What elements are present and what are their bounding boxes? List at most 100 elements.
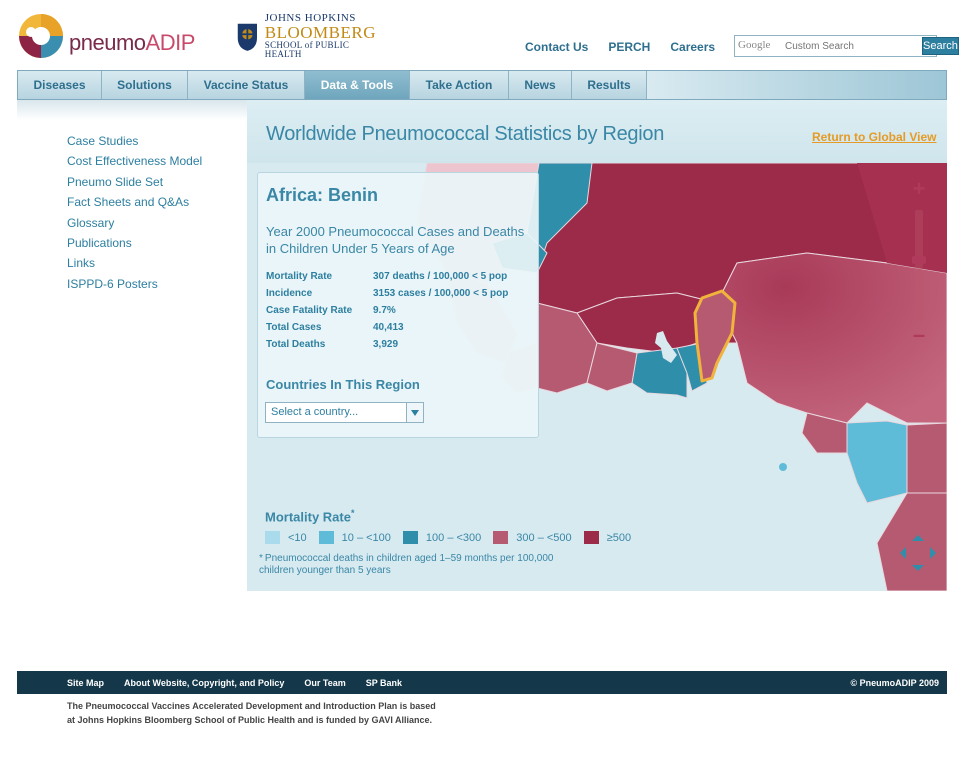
- stat-row: Incidence 3153 cases / 100,000 < 5 pop: [266, 285, 508, 302]
- tab-news[interactable]: News: [509, 71, 572, 99]
- sidebar-item-cost-effectiveness-model[interactable]: Cost Effectiveness Model: [67, 154, 203, 169]
- stat-key: Case Fatality Rate: [266, 305, 353, 316]
- legend-label: 300 – <500: [516, 531, 572, 544]
- zoom-in-icon[interactable]: +: [912, 176, 926, 201]
- island-sao-tome[interactable]: [806, 424, 814, 432]
- tab-results[interactable]: Results: [572, 71, 647, 99]
- legend-item: 100 – <300: [402, 531, 482, 544]
- search-button[interactable]: Search: [922, 37, 959, 55]
- stat-row: Total Deaths 3,929: [266, 336, 508, 353]
- tab-solutions[interactable]: Solutions: [102, 71, 188, 99]
- pan-right-icon[interactable]: [930, 547, 936, 559]
- legend-footnote: * Pneumococcal deaths in children aged 1–…: [259, 553, 554, 576]
- legend-item: <10: [265, 531, 307, 544]
- sidebar-item-isppd-6-posters[interactable]: ISPPD-6 Posters: [67, 276, 158, 291]
- legend-swatch: [318, 531, 334, 544]
- sidebar-item-links[interactable]: Links: [67, 256, 96, 271]
- tab-data-tools[interactable]: Data & Tools: [305, 71, 410, 99]
- statistics-panel: Worldwide Pneumococcal Statistics by Reg…: [247, 100, 947, 591]
- stat-key: Mortality Rate: [266, 271, 333, 282]
- sidebar-item-publications[interactable]: Publications: [67, 236, 132, 251]
- legend-label: <10: [288, 531, 307, 544]
- info-subtitle: Year 2000 Pneumococcal Cases and Deaths …: [266, 224, 525, 256]
- country-info-card: Africa: Benin Year 2000 Pneumococcal Cas…: [257, 172, 539, 438]
- sidebar-item-fact-sheets[interactable]: Fact Sheets and Q&As: [67, 195, 190, 210]
- stats-list: Mortality Rate 307 deaths / 100,000 < 5 p…: [266, 268, 508, 353]
- chevron-down-icon[interactable]: [406, 403, 423, 422]
- tab-vaccine-status[interactable]: Vaccine Status: [188, 71, 305, 99]
- nav-fill: [647, 71, 946, 99]
- top-links: Contact Us PERCH Careers: [525, 40, 715, 54]
- stat-row: Case Fatality Rate 9.7%: [266, 302, 508, 319]
- legend-item: 300 – <500: [493, 531, 572, 544]
- zoom-control: + –: [907, 176, 931, 347]
- country-liberia[interactable]: [586, 342, 638, 392]
- panel-header: [247, 100, 947, 163]
- stat-key: Incidence: [266, 288, 313, 299]
- stat-row: Total Cases 40,413: [266, 319, 508, 336]
- pan-left-icon[interactable]: [900, 547, 906, 559]
- legend-swatch: [265, 531, 280, 544]
- country-congo[interactable]: [906, 422, 947, 494]
- sidebar-item-pneumo-slide-set[interactable]: Pneumo Slide Set: [67, 174, 164, 189]
- legend-label: 10 – <100: [341, 531, 391, 544]
- site-map-link[interactable]: Site Map: [67, 677, 105, 688]
- legend-item: ≥500: [583, 531, 631, 544]
- footer-bar: Site Map About Website, Copyright, and P…: [17, 671, 947, 694]
- country-select[interactable]: Select a country...: [265, 402, 424, 423]
- country-benin-selected[interactable]: [693, 289, 737, 383]
- our-team-link[interactable]: Our Team: [304, 677, 346, 688]
- jhu-bloomberg-logo[interactable]: JOHNS HOPKINS BLOOMBERG SCHOOL of PUBLIC…: [236, 13, 376, 59]
- sidebar: Case Studies Cost Effectiveness Model Pn…: [67, 131, 202, 294]
- about-website-link[interactable]: About Website, Copyright, and Policy: [124, 677, 285, 688]
- pan-up-icon[interactable]: [912, 535, 924, 541]
- stat-value: 3153 cases / 100,000 < 5 pop: [373, 288, 509, 299]
- jhu-text: JOHNS HOPKINS BLOOMBERG SCHOOL of PUBLIC…: [265, 13, 376, 59]
- pneumoadip-logo[interactable]: pneumoADIP: [17, 10, 217, 62]
- jhu-seal-icon: [237, 23, 258, 51]
- stat-row: Mortality Rate 307 deaths / 100,000 < 5 p…: [266, 268, 508, 285]
- pan-control: [900, 535, 936, 571]
- pneumoadip-logo-icon: [19, 14, 63, 58]
- legend-label: 100 – <300: [425, 531, 482, 544]
- country-drc[interactable]: [876, 492, 947, 591]
- footer-links: Site Map About Website, Copyright, and P…: [67, 678, 402, 688]
- zoom-slider-track[interactable]: [915, 210, 923, 322]
- stat-key: Total Deaths: [266, 339, 326, 350]
- countries-in-region-heading: Countries In This Region: [266, 377, 420, 392]
- stat-value: 9.7%: [373, 305, 396, 316]
- legend-swatch: [402, 531, 418, 544]
- zoom-out-icon[interactable]: –: [912, 322, 926, 347]
- legend: <10 10 – <100 100 – <300 300 – <500 ≥500: [265, 531, 631, 544]
- perch-link[interactable]: PERCH: [608, 40, 651, 54]
- stat-value: 3,929: [373, 339, 399, 350]
- tab-take-action[interactable]: Take Action: [410, 71, 509, 99]
- return-to-global-view-link[interactable]: Return to Global View: [812, 130, 937, 144]
- legend-item: 10 – <100: [318, 531, 391, 544]
- stat-value: 40,413: [373, 322, 404, 333]
- sp-bank-link[interactable]: SP Bank: [365, 677, 403, 688]
- jhu-line3: SCHOOL of PUBLIC HEALTH: [264, 40, 350, 59]
- stat-key: Total Cases: [266, 322, 322, 333]
- main-nav: Diseases Solutions Vaccine Status Data &…: [17, 70, 947, 100]
- sidebar-item-glossary[interactable]: Glossary: [67, 215, 115, 230]
- island-principe[interactable]: [779, 463, 787, 471]
- zoom-slider-handle[interactable]: [912, 256, 926, 264]
- legend-title: Mortality Rate*: [265, 508, 355, 525]
- pan-down-icon[interactable]: [912, 565, 924, 571]
- logo-text: pneumoADIP: [69, 30, 195, 55]
- contact-us-link[interactable]: Contact Us: [525, 40, 589, 54]
- search-input[interactable]: [735, 36, 921, 56]
- tab-diseases[interactable]: Diseases: [18, 71, 102, 99]
- careers-link[interactable]: Careers: [670, 40, 716, 54]
- footer-note: The Pneumococcal Vaccines Accelerated De…: [67, 699, 436, 727]
- lake-volta: [655, 331, 677, 363]
- country-northeast-dark[interactable]: [857, 163, 947, 273]
- footer-note-line: The Pneumococcal Vaccines Accelerated De…: [67, 701, 436, 711]
- country-equatorial-guinea[interactable]: [801, 412, 848, 454]
- sidebar-item-case-studies[interactable]: Case Studies: [67, 134, 139, 148]
- country-gabon[interactable]: [846, 420, 908, 504]
- page-title: Worldwide Pneumococcal Statistics by Reg…: [266, 123, 665, 145]
- stat-value: 307 deaths / 100,000 < 5 pop: [373, 271, 508, 282]
- jhu-line1: JOHNS HOPKINS: [264, 12, 356, 24]
